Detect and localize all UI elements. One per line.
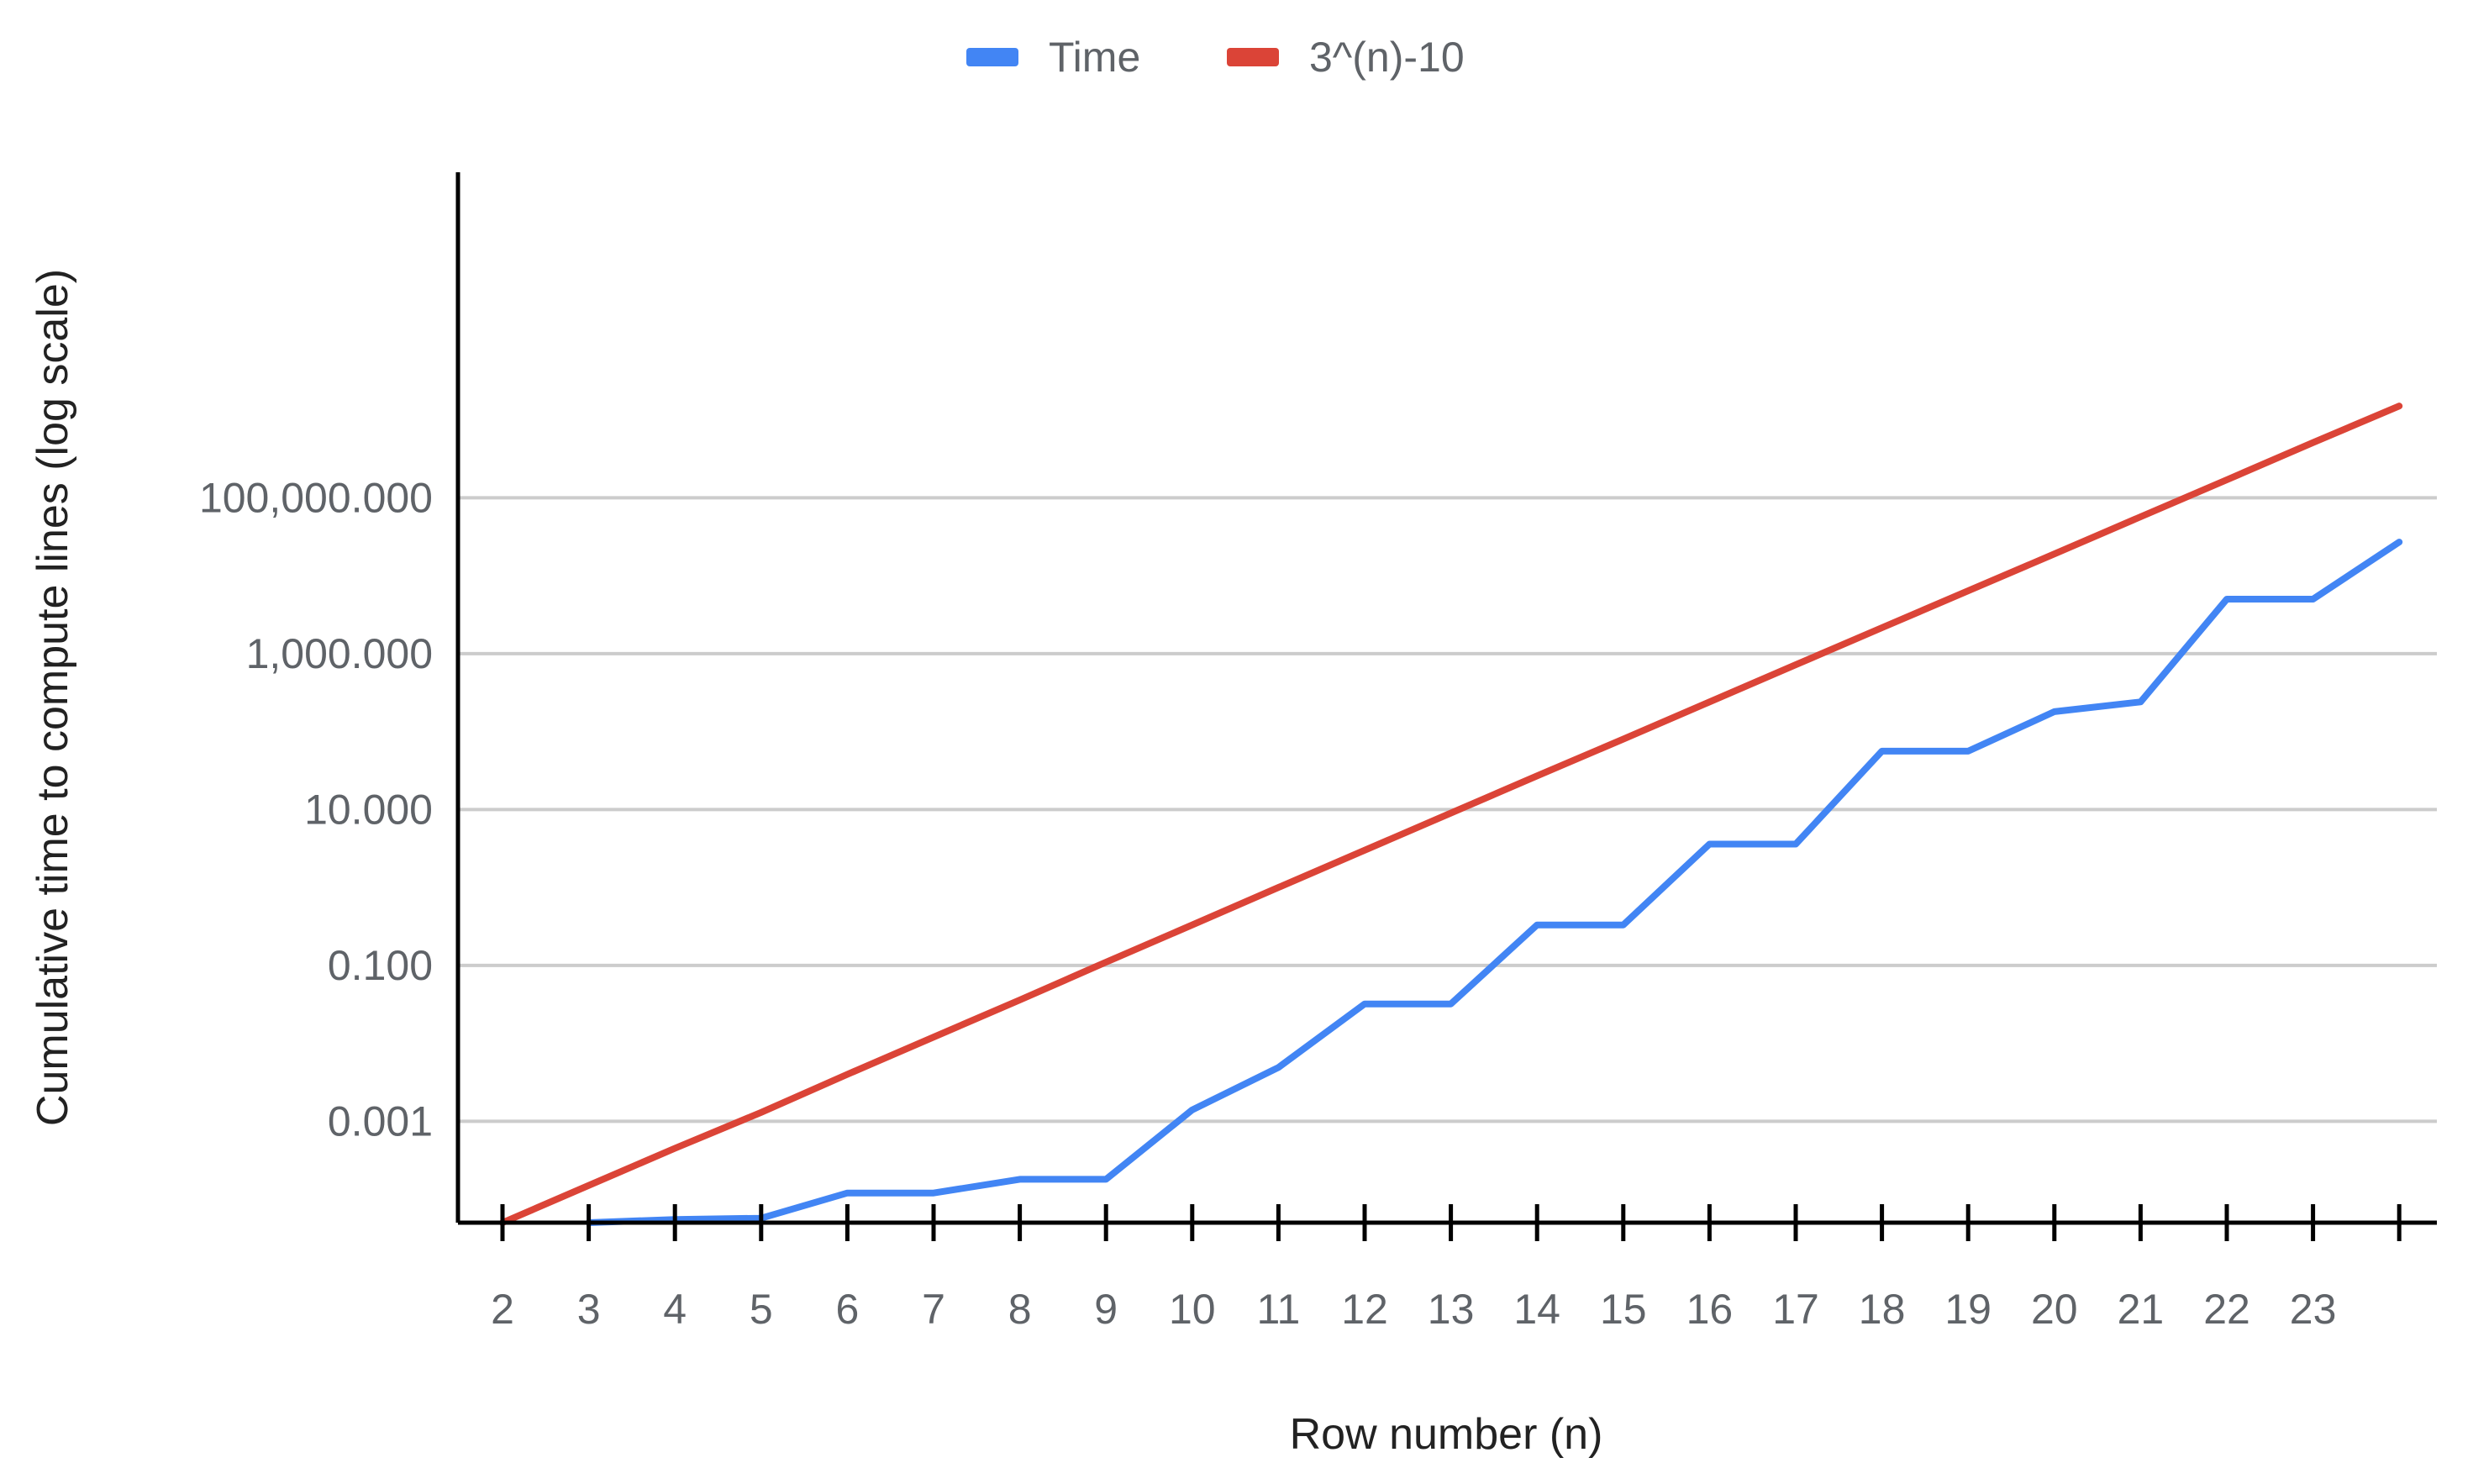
x-tick-label: 9 (1094, 1286, 1118, 1333)
x-tick-label: 4 (663, 1286, 687, 1333)
y-tick-label: 0.001 (328, 1097, 433, 1145)
legend-label-time: Time (1049, 34, 1140, 81)
series-line-formula (499, 403, 2403, 1226)
y-axis-title: Cumulative time to compute lines (log sc… (29, 269, 77, 1126)
series-lines (499, 403, 2403, 1226)
x-tick-label: 14 (1513, 1286, 1560, 1333)
x-tick-label: 17 (1772, 1286, 1819, 1333)
x-tick-label: 10 (1169, 1286, 1216, 1333)
x-tick-label: 19 (1944, 1286, 1992, 1333)
x-tick-label: 18 (1859, 1286, 1906, 1333)
x-tick-label: 3 (577, 1286, 601, 1333)
y-tick-label: 100,000.000 (199, 474, 433, 521)
x-tick-label: 5 (750, 1286, 773, 1333)
legend-swatch-formula (1227, 48, 1279, 66)
x-tick-label: 2 (491, 1286, 514, 1333)
x-tick-label: 7 (922, 1286, 945, 1333)
gridlines (458, 496, 2437, 1124)
axes (455, 172, 2437, 1241)
x-tick-label: 22 (2203, 1286, 2250, 1333)
x-tick-label: 13 (1428, 1286, 1475, 1333)
x-tick-label: 11 (1256, 1286, 1300, 1333)
x-tick-label: 20 (2031, 1286, 2078, 1333)
y-tick-label: 1,000.000 (246, 630, 433, 677)
legend: Time 3^(n)-10 (966, 34, 1465, 81)
y-tick-label: 0.100 (328, 942, 433, 989)
x-tick-label: 23 (2290, 1286, 2337, 1333)
legend-swatch-time (966, 48, 1018, 66)
y-tick-labels: 0.001 0.100 10.000 1,000.000 100,000.000 (199, 474, 433, 1145)
x-tick-label: 6 (835, 1286, 859, 1333)
x-tick-labels: 2 3 4 5 6 7 8 9 10 11 12 13 14 15 16 17 18 19 20 21 22 23 (491, 1286, 2336, 1333)
x-axis-title: Row number (n) (1290, 1410, 1603, 1459)
x-tick-label: 8 (1008, 1286, 1032, 1333)
y-tick-label: 10.000 (304, 786, 433, 833)
x-tick-label: 12 (1341, 1286, 1388, 1333)
x-tick-label: 16 (1686, 1286, 1734, 1333)
legend-label-formula: 3^(n)-10 (1309, 34, 1465, 81)
series-line-time (585, 539, 2403, 1226)
x-tick-label: 15 (1600, 1286, 1647, 1333)
x-tick-label: 21 (2118, 1286, 2165, 1333)
